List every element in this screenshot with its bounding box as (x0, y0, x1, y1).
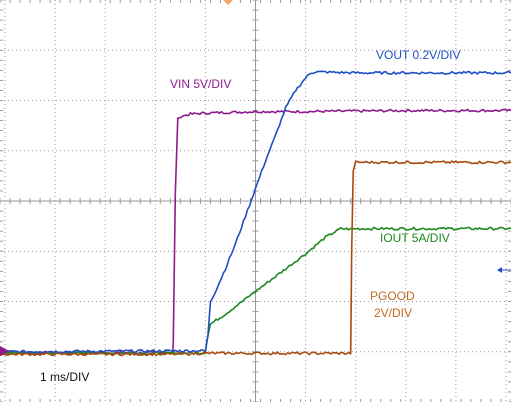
series-line-pgood (0, 160, 511, 357)
trigger-level-arrowhead (497, 267, 502, 273)
pgood-label-line2: 2V/DIV (374, 306, 412, 320)
iout-label: IOUT 5A/DIV (380, 231, 450, 245)
channel-ground-marker-icon (0, 346, 9, 356)
vin-label: VIN 5V/DIV (170, 77, 231, 91)
pgood-label-line1: PGOOD (370, 289, 415, 303)
series-line-vout (0, 70, 511, 354)
vout-label: VOUT 0.2V/DIV (376, 48, 460, 62)
timebase-label: 1 ms/DIV (40, 370, 89, 384)
traces (0, 70, 511, 357)
trigger-position-marker (223, 0, 233, 5)
